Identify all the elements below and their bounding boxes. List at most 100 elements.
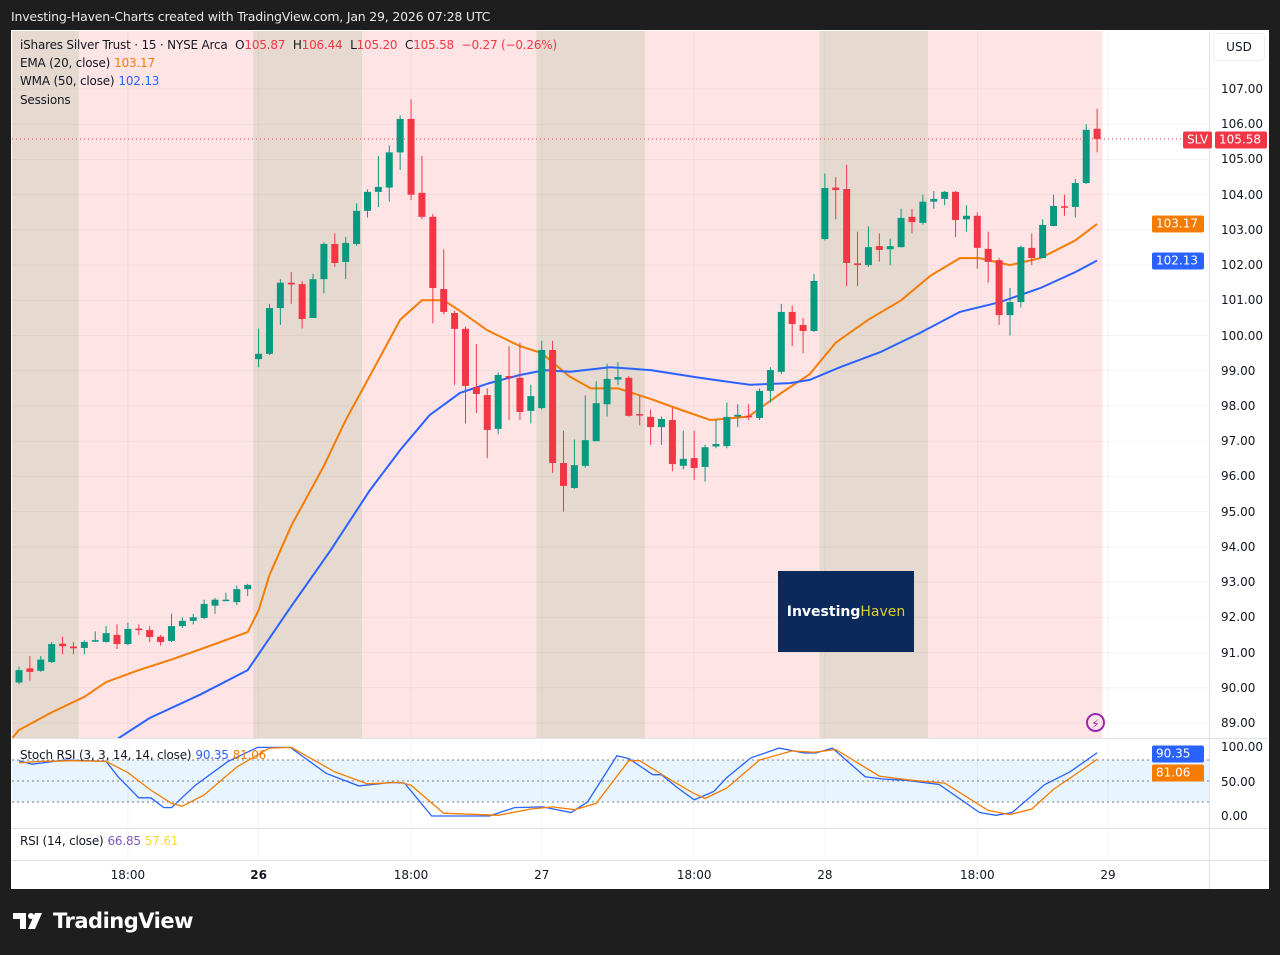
candle-body: [178, 620, 186, 627]
candle-body: [756, 390, 764, 418]
candle-body: [1017, 247, 1025, 303]
session-regular: [362, 31, 537, 738]
candle-up: [309, 273, 317, 318]
candle-body: [658, 419, 666, 428]
candle-body: [276, 282, 284, 309]
candle-up: [102, 626, 110, 643]
time-tick: 27: [534, 868, 550, 882]
candle-body: [353, 210, 361, 244]
candle-up: [712, 420, 720, 449]
candle-body: [200, 603, 208, 619]
session-regular: [928, 31, 1103, 738]
candle-body: [146, 629, 154, 638]
candle-body: [538, 349, 546, 409]
candle-body: [995, 260, 1003, 316]
candle-body: [59, 643, 67, 647]
price-tick: 105.00: [1221, 152, 1263, 167]
candle-down: [1060, 194, 1068, 216]
candle-down: [560, 430, 567, 512]
wma-line: [116, 259, 1098, 738]
candle-up: [363, 189, 371, 218]
rsi-legend[interactable]: RSI (14, close) 66.85 57.61: [20, 834, 178, 848]
symbol-tag: SLV: [1183, 131, 1213, 149]
candle-down: [505, 346, 513, 421]
stoch-tick-50: 50.00: [1221, 775, 1256, 789]
currency-button[interactable]: USD: [1213, 33, 1265, 61]
candle-up: [244, 583, 252, 597]
candle-down: [483, 388, 491, 459]
candle-body: [799, 324, 807, 331]
session-regular: [78, 31, 254, 738]
candle-down: [1093, 108, 1101, 153]
candle-down: [690, 430, 698, 480]
candle-up: [679, 430, 687, 470]
open-label: O: [235, 38, 245, 52]
wma-label: WMA (50, close): [20, 74, 115, 88]
price-tick: 89.00: [1221, 715, 1256, 730]
candle-down: [440, 249, 448, 315]
candle-down: [26, 656, 34, 681]
price-tick: 95.00: [1221, 504, 1256, 519]
price-tick: 102.00: [1221, 258, 1263, 273]
candle-body: [549, 349, 557, 464]
ema-legend[interactable]: EMA (20, close) 103.17: [20, 56, 155, 70]
candle-down: [984, 231, 992, 283]
candle-down: [472, 343, 480, 414]
candle-body: [37, 659, 45, 671]
close-label: C: [405, 38, 414, 52]
candle-up: [603, 363, 611, 417]
tradingview-logo[interactable]: TradingView: [13, 909, 193, 933]
low-label: L: [350, 38, 357, 52]
candle-down: [429, 214, 437, 324]
price-tick: 104.00: [1221, 187, 1263, 202]
wma-price-tag: 102.13: [1152, 252, 1204, 270]
price-tick: 99.00: [1221, 363, 1256, 378]
candle-up: [374, 155, 382, 207]
candle-up: [255, 328, 263, 368]
stoch-rsi-label: Stoch RSI (3, 3, 14, 14, close): [20, 748, 192, 762]
candle-body: [766, 370, 774, 391]
symbol-legend[interactable]: iShares Silver Trust · 15 · NYSE Arca O1…: [20, 38, 557, 52]
candle-body: [821, 187, 829, 240]
candle-down: [952, 191, 960, 237]
candle-up: [592, 381, 600, 442]
candle-body: [451, 312, 459, 329]
candle-body: [734, 414, 742, 417]
candle-body: [69, 646, 77, 649]
sessions-legend[interactable]: Sessions: [20, 93, 71, 107]
lightning-icon[interactable]: ⚡: [1086, 713, 1105, 732]
candle-up: [222, 592, 230, 602]
stoch-tick-100: 100.00: [1221, 740, 1263, 754]
candle-up: [1071, 178, 1079, 218]
candle-body: [941, 191, 949, 199]
last-price-tag: 105.58: [1215, 131, 1267, 149]
candle-up: [821, 173, 829, 241]
candle-body: [461, 328, 469, 386]
candle-body: [712, 444, 720, 447]
wma-legend[interactable]: WMA (50, close) 102.13: [20, 74, 159, 88]
stoch-rsi-legend[interactable]: Stoch RSI (3, 3, 14, 14, close) 90.35 81.0…: [20, 748, 266, 762]
candle-body: [102, 633, 110, 642]
candle-down: [875, 233, 883, 262]
price-tick: 90.00: [1221, 680, 1256, 695]
stoch-k-value: 90.35: [195, 748, 229, 762]
candle-body: [483, 395, 491, 430]
ema-label: EMA (20, close): [20, 56, 111, 70]
time-tick: 18:00: [393, 868, 429, 882]
open-value: 105.87: [244, 38, 286, 52]
stoch-k-line: [18, 746, 1098, 817]
candle-up: [581, 395, 589, 468]
price-tick: 94.00: [1221, 539, 1256, 554]
tradingview-brand: TradingView: [53, 909, 193, 933]
candle-body: [897, 217, 905, 248]
candle-body: [788, 311, 796, 324]
candle-body: [1060, 206, 1068, 208]
high-label: H: [292, 38, 302, 52]
candle-up: [777, 303, 785, 375]
candle-body: [15, 670, 23, 683]
candle-body: [690, 458, 698, 468]
price-tick: 100.00: [1221, 328, 1263, 343]
price-tick: 91.00: [1221, 645, 1256, 660]
candle-body: [1071, 183, 1079, 207]
